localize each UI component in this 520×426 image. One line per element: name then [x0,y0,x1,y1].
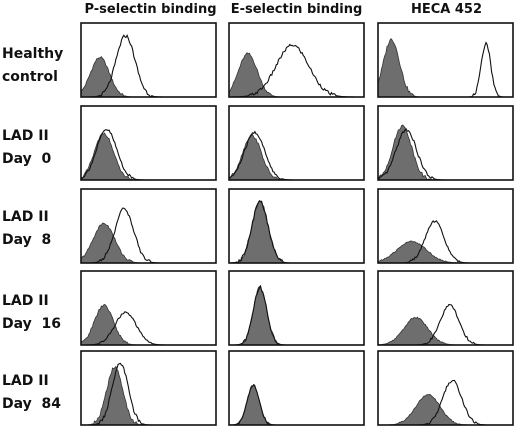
histogram-panel [80,105,217,181]
column-header-heca-452: HECA 452 [410,2,483,17]
histogram-svg [80,188,217,264]
histogram-svg [80,350,217,426]
row-label-line1: LAD II [2,293,49,309]
panel-frame [228,22,365,98]
histogram-svg [377,350,514,426]
control-histogram-filled [229,384,364,426]
histogram-svg [228,105,365,181]
histogram-svg [377,22,514,98]
histogram-panel [80,350,217,426]
histogram-panel [377,22,514,98]
histogram-svg [80,105,217,181]
column-header-e-selectin: E-selectin binding [230,2,363,17]
histogram-panel [228,270,365,346]
row-label-line1: Healthy [2,46,64,62]
histogram-panel [228,105,365,181]
histogram-svg [377,188,514,264]
histogram-svg [377,105,514,181]
histogram-panel [228,350,365,426]
panel-frame [80,270,217,346]
histogram-svg [377,270,514,346]
panel-frame [80,105,217,181]
control-histogram-filled [377,124,513,181]
row-label-line1: LAD II [2,373,49,389]
row-label-line2: Day 8 [2,232,52,248]
control-histogram-filled [377,316,513,346]
histogram-panel [377,105,514,181]
histogram-panel [377,188,514,264]
row-label-line2: Day 16 [2,316,61,332]
histogram-svg [228,350,365,426]
row-label-healthy-control: Healthy control [2,43,76,89]
histogram-panel [377,270,514,346]
row-label-line2: Day 0 [2,151,52,167]
histogram-svg [80,270,217,346]
row-label-line2: control [2,69,58,85]
control-histogram-filled [80,222,216,264]
control-histogram-filled [80,55,216,98]
row-label-line1: LAD II [2,209,49,225]
histogram-svg [228,188,365,264]
row-label-day-84: LAD II Day 84 [2,370,76,416]
control-histogram-filled [377,240,513,264]
row-label-day-8: LAD II Day 8 [2,206,76,252]
row-label-day-0: LAD II Day 0 [2,125,76,171]
control-histogram-filled [81,365,216,426]
panel-frame [228,270,365,346]
histogram-panel [228,22,365,98]
control-histogram-filled [228,200,364,264]
histogram-svg [228,270,365,346]
control-histogram-filled [378,393,513,426]
control-histogram-filled [229,285,364,346]
column-header-p-selectin: P-selectin binding [84,2,217,17]
histogram-svg [228,22,365,98]
control-histogram-filled [80,304,216,346]
row-label-day-16: LAD II Day 16 [2,290,76,336]
control-histogram-filled [228,133,364,181]
histogram-panel [80,188,217,264]
panel-frame [80,188,217,264]
histogram-panel [377,350,514,426]
row-label-line2: Day 84 [2,396,61,412]
histogram-panel [228,188,365,264]
panel-frame [80,22,217,98]
panel-frame [377,105,514,181]
panel-frame [377,350,514,426]
row-label-line1: LAD II [2,128,49,144]
control-histogram-filled [80,132,216,181]
histogram-panel [80,270,217,346]
panel-frame [228,105,365,181]
panel-frame [228,188,365,264]
panel-frame [377,270,514,346]
panel-frame [377,22,514,98]
control-histogram-filled [377,38,513,98]
panel-frame [377,188,514,264]
histogram-panel [80,22,217,98]
histogram-svg [80,22,217,98]
control-histogram-filled [228,52,364,98]
